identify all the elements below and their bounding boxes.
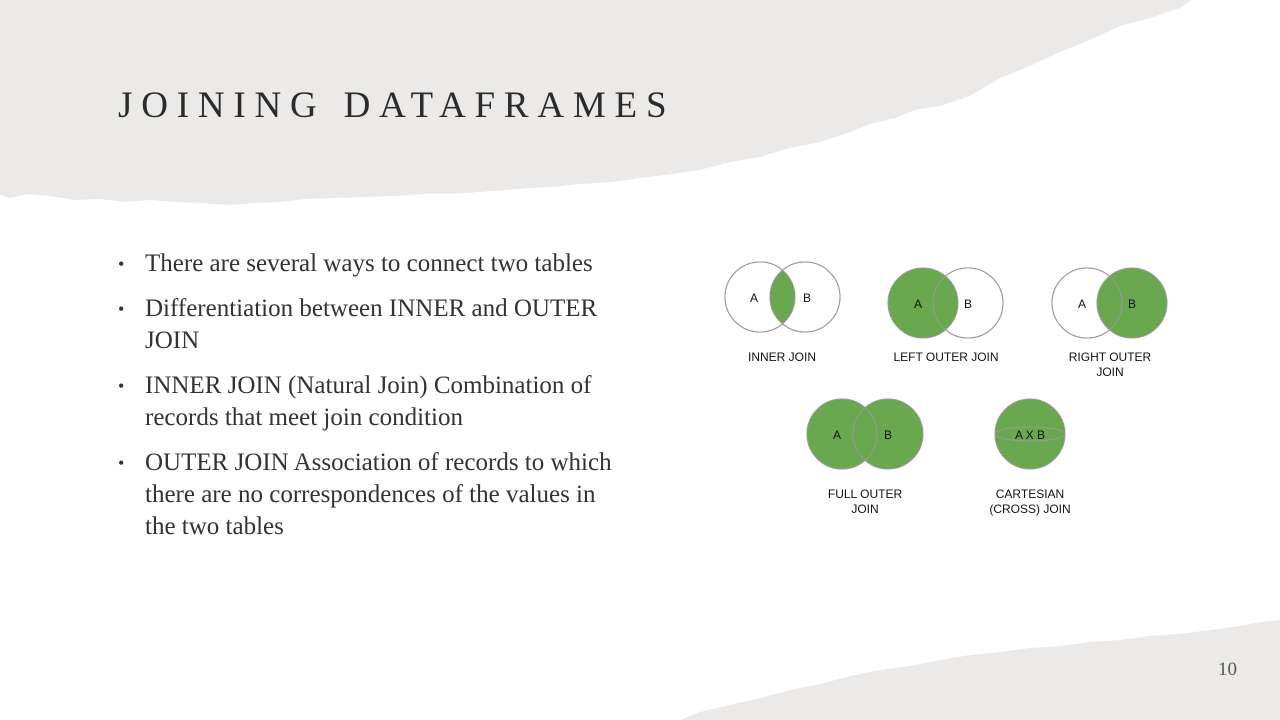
full-outer-outline-a (806, 398, 878, 470)
full-outer-label-b: B (884, 428, 892, 442)
inner-join-label-b: B (803, 291, 811, 305)
bullet-item: Differentiation between INNER and OUTER … (118, 293, 618, 357)
page-number: 10 (1218, 659, 1237, 680)
inner-join-intersection (770, 262, 795, 332)
inner-join-venn: A B INNER JOIN (724, 261, 841, 364)
right-outer-outline-a (1051, 267, 1123, 339)
left-outer-label-b: B (964, 297, 972, 311)
right-outer-join-venn: A B RIGHT OUTER JOIN (1051, 267, 1168, 379)
left-outer-outline-b (932, 267, 1004, 339)
inner-join-caption: INNER JOIN (748, 350, 816, 364)
cartesian-caption-line1: CARTESIAN (996, 487, 1064, 501)
right-outer-circle-b (1096, 267, 1168, 339)
inner-join-label-a: A (750, 291, 758, 305)
inner-join-outline-b (769, 261, 841, 333)
top-torn-band (0, 0, 1192, 205)
bullet-item: INNER JOIN (Natural Join) Combination of… (118, 370, 618, 434)
full-outer-join-venn: A B FULL OUTER JOIN (806, 398, 924, 516)
left-outer-label-a: A (914, 297, 922, 311)
bottom-torn-band (680, 620, 1280, 720)
bullet-item: OUTER JOIN Association of records to whi… (118, 447, 618, 543)
cartesian-label: A X B (1015, 428, 1045, 442)
full-outer-caption-line1: FULL OUTER (828, 487, 903, 501)
right-outer-label-b: B (1128, 297, 1136, 311)
left-outer-caption: LEFT OUTER JOIN (893, 350, 998, 364)
bullet-list: There are several ways to connect two ta… (118, 248, 618, 556)
bullet-item: There are several ways to connect two ta… (118, 248, 618, 280)
full-outer-circle-b (852, 398, 924, 470)
right-outer-caption-line1: RIGHT OUTER (1069, 350, 1152, 364)
cartesian-caption-line2: (CROSS) JOIN (989, 502, 1070, 516)
right-outer-label-a: A (1078, 297, 1086, 311)
cartesian-ellipse (994, 426, 1066, 442)
left-outer-join-venn: A B LEFT OUTER JOIN (887, 267, 1004, 364)
inner-join-outline-a (724, 261, 796, 333)
full-outer-caption-line2: JOIN (851, 502, 878, 516)
left-outer-circle-a (887, 267, 959, 339)
slide-title: JOINING DATAFRAMES (118, 85, 676, 126)
cartesian-join-venn: A X B CARTESIAN (CROSS) JOIN (989, 398, 1071, 516)
full-outer-label-a: A (833, 428, 841, 442)
right-outer-caption-line2: JOIN (1096, 365, 1123, 379)
